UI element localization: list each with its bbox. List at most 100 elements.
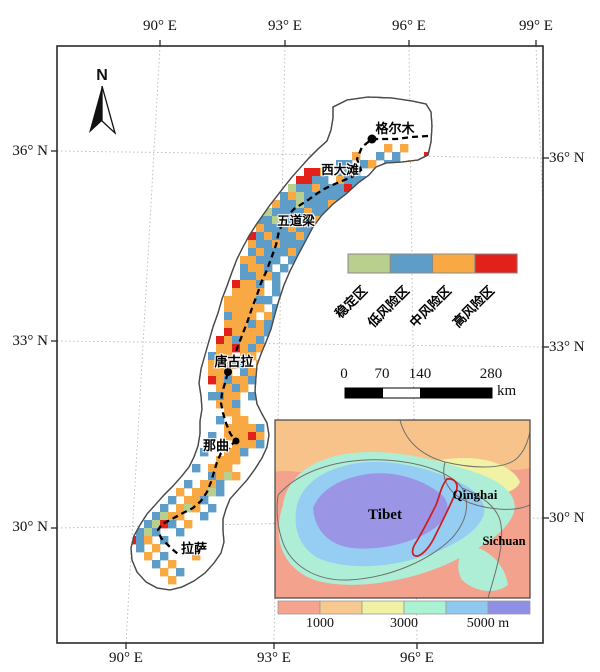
risk-cell: [224, 456, 233, 465]
inset-map: [274, 419, 531, 599]
risk-cell: [360, 184, 369, 193]
elev-swatch-6: [487, 600, 531, 615]
axis-top-96e: 96° E: [392, 18, 426, 34]
risk-cell: [224, 432, 233, 441]
risk-cell: [312, 168, 321, 177]
risk-cell: [256, 376, 265, 385]
risk-cell: [320, 176, 329, 185]
risk-cell: [216, 464, 225, 473]
inset-label-sichuan: Sichuan: [482, 534, 526, 548]
risk-cell: [248, 256, 257, 265]
risk-cell: [248, 232, 257, 241]
risk-cell: [272, 328, 281, 337]
risk-cell: [280, 200, 289, 209]
risk-cell: [160, 536, 169, 545]
risk-cell: [200, 496, 209, 505]
risk-cell: [248, 248, 257, 257]
risk-cell: [240, 304, 249, 313]
risk-cell: [184, 544, 193, 553]
risk-cell: [240, 448, 249, 457]
risk-cell: [176, 528, 185, 537]
risk-cell: [272, 200, 281, 209]
risk-cell: [336, 168, 345, 177]
risk-cell: [280, 224, 289, 233]
risk-cell: [240, 352, 249, 361]
inset-plateau-core: [313, 473, 448, 549]
risk-cell: [256, 224, 265, 233]
risk-cell: [224, 360, 233, 369]
risk-cell: [248, 352, 257, 361]
risk-cell: [392, 160, 401, 169]
risk-cell: [344, 160, 353, 169]
risk-cell: [328, 184, 337, 193]
axis-left-33n: 33° N: [12, 333, 48, 349]
risk-cell: [232, 432, 241, 441]
risk-cell: [304, 192, 313, 201]
risk-cell: [280, 296, 289, 305]
risk-cell: [264, 224, 273, 233]
legend-bar: [347, 253, 518, 274]
risk-cell: [136, 544, 145, 553]
risk-cell: [232, 456, 241, 465]
risk-cell: [216, 352, 225, 361]
risk-cell: [256, 232, 265, 241]
risk-cell: [208, 352, 217, 361]
risk-cell: [312, 200, 321, 209]
risk-cell: [232, 416, 241, 425]
risk-cell: [264, 232, 273, 241]
risk-cell: [232, 400, 241, 409]
risk-cell: [216, 360, 225, 369]
risk-cell: [232, 288, 241, 297]
scalebar-tick-70: 70: [374, 366, 390, 382]
risk-cell: [152, 560, 161, 569]
axis-top-99e: 99° E: [519, 18, 553, 34]
axis-bottom-93e: 93° E: [257, 650, 291, 666]
risk-cell: [232, 336, 241, 345]
risk-cell: [208, 464, 217, 473]
risk-cell: [336, 184, 345, 193]
risk-cell: [176, 488, 185, 497]
risk-cell: [232, 304, 241, 313]
risk-cell: [248, 320, 257, 329]
risk-cell: [240, 272, 249, 281]
risk-cell: [232, 360, 241, 369]
risk-cell: [248, 424, 257, 433]
risk-cell: [200, 512, 209, 521]
risk-cell: [288, 224, 297, 233]
risk-cell: [256, 336, 265, 345]
risk-cell: [232, 328, 241, 337]
risk-cell: [288, 280, 297, 289]
legend-swatch-stable: [347, 253, 391, 274]
legend-swatch-medium: [432, 253, 476, 274]
axis-bottom-90e: 90° E: [109, 650, 143, 666]
risk-cell: [240, 360, 249, 369]
risk-cell: [232, 296, 241, 305]
risk-cell: [416, 160, 425, 169]
place-label-lhasa: 拉萨: [180, 541, 207, 556]
risk-cell: [168, 520, 177, 529]
risk-cell: [288, 256, 297, 265]
risk-cell: [232, 320, 241, 329]
risk-cell: [280, 240, 289, 249]
risk-cell: [248, 272, 257, 281]
risk-cell: [224, 472, 233, 481]
risk-cell: [152, 520, 161, 529]
risk-cell: [232, 472, 241, 481]
station-dot-naqu: [232, 437, 240, 445]
risk-cell: [256, 432, 265, 441]
risk-cell: [160, 552, 169, 561]
station-dot-golmud: [367, 134, 377, 144]
risk-cell: [192, 464, 201, 473]
risk-cell: [240, 320, 249, 329]
risk-cell: [232, 280, 241, 289]
risk-cell: [248, 288, 257, 297]
risk-cell: [264, 264, 273, 273]
risk-cell: [296, 240, 305, 249]
risk-cell: [232, 376, 241, 385]
risk-cell: [160, 504, 169, 513]
risk-cell: [296, 224, 305, 233]
risk-cell: [240, 256, 249, 265]
risk-cell: [256, 272, 265, 281]
scalebar-tick-140: 140: [408, 366, 432, 382]
